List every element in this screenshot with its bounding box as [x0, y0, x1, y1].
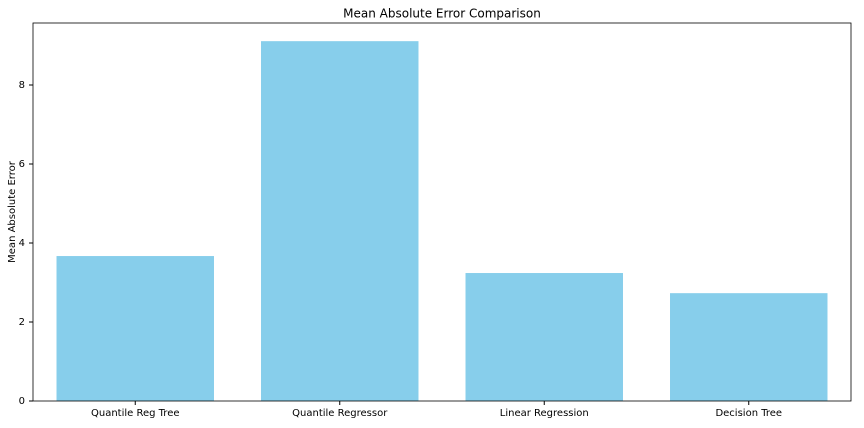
- x-tick-label: Quantile Regressor: [292, 408, 388, 419]
- x-tick-label: Linear Regression: [500, 408, 589, 419]
- y-tick-label: 2: [19, 317, 25, 328]
- y-axis-label: Mean Absolute Error: [7, 160, 18, 263]
- y-tick-label: 0: [19, 396, 25, 407]
- bar: [670, 293, 828, 401]
- y-tick-label: 6: [19, 159, 25, 170]
- y-tick-label: 4: [19, 238, 25, 249]
- chart-title: Mean Absolute Error Comparison: [343, 7, 541, 21]
- axes-frame: [32, 22, 852, 402]
- y-tick-label: 8: [19, 80, 25, 91]
- bar: [465, 273, 623, 401]
- x-tick-label: Decision Tree: [715, 408, 782, 419]
- bar: [56, 256, 214, 401]
- x-tick-label: Quantile Reg Tree: [91, 408, 180, 419]
- bar: [261, 41, 419, 401]
